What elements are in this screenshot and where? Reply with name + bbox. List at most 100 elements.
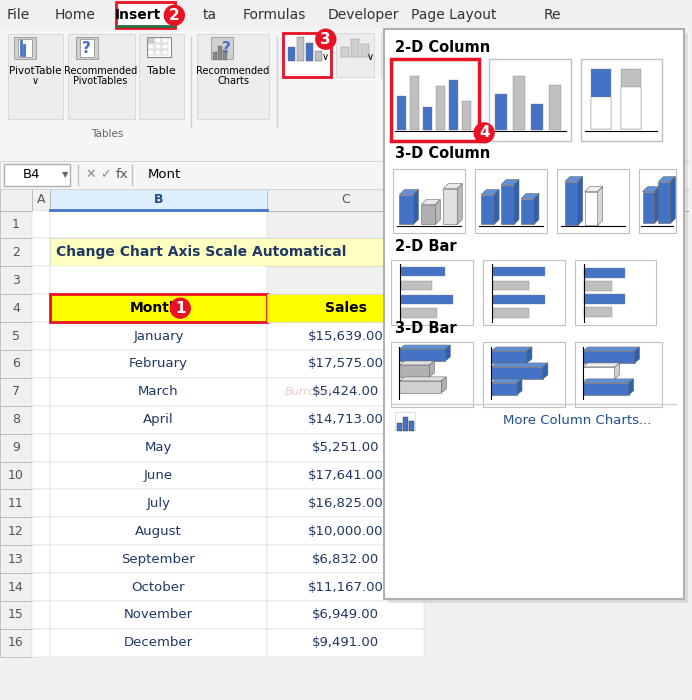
Bar [383, 29, 684, 599]
Polygon shape [635, 347, 639, 363]
Text: May: May [145, 441, 172, 454]
Text: Months: Months [129, 301, 188, 315]
Text: $17,575.00: $17,575.00 [308, 358, 383, 370]
Bar [283, 33, 331, 77]
Text: September: September [122, 553, 195, 566]
Bar [433, 41, 449, 55]
Bar [50, 350, 267, 378]
Bar [557, 169, 628, 233]
Bar [0, 434, 32, 461]
Bar [591, 97, 610, 129]
Bar [50, 434, 267, 461]
Polygon shape [583, 347, 639, 351]
Bar [475, 169, 547, 233]
Bar [156, 50, 161, 55]
Text: PivotTable: PivotTable [8, 66, 61, 76]
Text: 2-D Bar: 2-D Bar [395, 239, 457, 254]
Bar [481, 195, 494, 225]
Text: January: January [133, 330, 183, 342]
Text: November: November [124, 608, 193, 622]
Bar [0, 188, 32, 211]
Bar [585, 192, 598, 225]
Text: Formulas: Formulas [242, 8, 306, 22]
Bar [621, 87, 641, 129]
Polygon shape [501, 180, 519, 185]
Bar [68, 34, 136, 119]
Bar [32, 266, 50, 294]
Bar [32, 489, 50, 517]
Text: Page Layout: Page Layout [410, 8, 496, 22]
Text: ✓: ✓ [100, 168, 111, 181]
Polygon shape [655, 187, 659, 223]
Text: $6,832.00: $6,832.00 [312, 553, 379, 566]
Bar [0, 517, 32, 545]
Text: $5,251.00: $5,251.00 [312, 441, 379, 454]
Bar [197, 34, 269, 119]
Bar [399, 381, 441, 393]
Polygon shape [491, 379, 522, 383]
Bar [140, 34, 184, 119]
Bar [483, 342, 565, 407]
Bar [493, 309, 529, 318]
Text: ta: ta [202, 8, 217, 22]
Bar [449, 80, 458, 130]
Bar [421, 204, 435, 225]
Text: Home: Home [54, 8, 95, 22]
Text: Table: Table [147, 66, 176, 76]
Bar [495, 94, 507, 130]
Polygon shape [399, 377, 446, 381]
Text: $10,000.00: $10,000.00 [308, 525, 383, 538]
Polygon shape [491, 347, 532, 351]
Bar [50, 406, 267, 434]
Bar [401, 309, 437, 318]
Text: 16: 16 [8, 636, 24, 650]
Polygon shape [578, 176, 583, 225]
Text: B: B [154, 193, 163, 206]
Bar [392, 59, 479, 141]
Text: ?: ? [82, 41, 91, 56]
Text: Mont: Mont [147, 168, 181, 181]
Polygon shape [585, 187, 603, 192]
Polygon shape [445, 345, 450, 361]
Bar [8, 34, 63, 119]
Bar [0, 545, 32, 573]
Bar [267, 322, 424, 350]
Polygon shape [521, 194, 539, 199]
Bar [156, 44, 161, 49]
Text: April: April [143, 413, 174, 426]
Text: 15: 15 [8, 608, 24, 622]
Bar [32, 239, 50, 266]
Bar [392, 342, 473, 407]
Polygon shape [527, 347, 532, 363]
Bar [163, 50, 168, 55]
Bar [116, 2, 175, 28]
Bar [0, 489, 32, 517]
Text: B4: B4 [23, 168, 41, 181]
Bar [381, 33, 419, 77]
Text: fx: fx [116, 168, 128, 181]
Polygon shape [671, 176, 675, 223]
Bar [401, 295, 453, 304]
Text: $17,641.00: $17,641.00 [308, 469, 383, 482]
Bar [584, 281, 612, 291]
Text: $11,167.00: $11,167.00 [308, 580, 383, 594]
Bar [156, 38, 161, 43]
Bar [18, 39, 32, 57]
Bar [32, 434, 50, 461]
Bar [218, 46, 222, 60]
Text: Tables: Tables [91, 129, 124, 139]
Text: ∨: ∨ [31, 76, 39, 86]
Bar [50, 322, 267, 350]
Text: 4: 4 [12, 302, 20, 315]
Bar [213, 52, 217, 60]
Bar [50, 573, 267, 601]
Bar [0, 601, 32, 629]
Bar [0, 1, 689, 29]
Bar [267, 601, 424, 629]
Polygon shape [399, 190, 419, 195]
Bar [0, 406, 32, 434]
Text: ▼: ▼ [62, 170, 68, 179]
Text: $14,713.00: $14,713.00 [308, 413, 383, 426]
Polygon shape [429, 361, 435, 377]
Bar [267, 188, 424, 211]
